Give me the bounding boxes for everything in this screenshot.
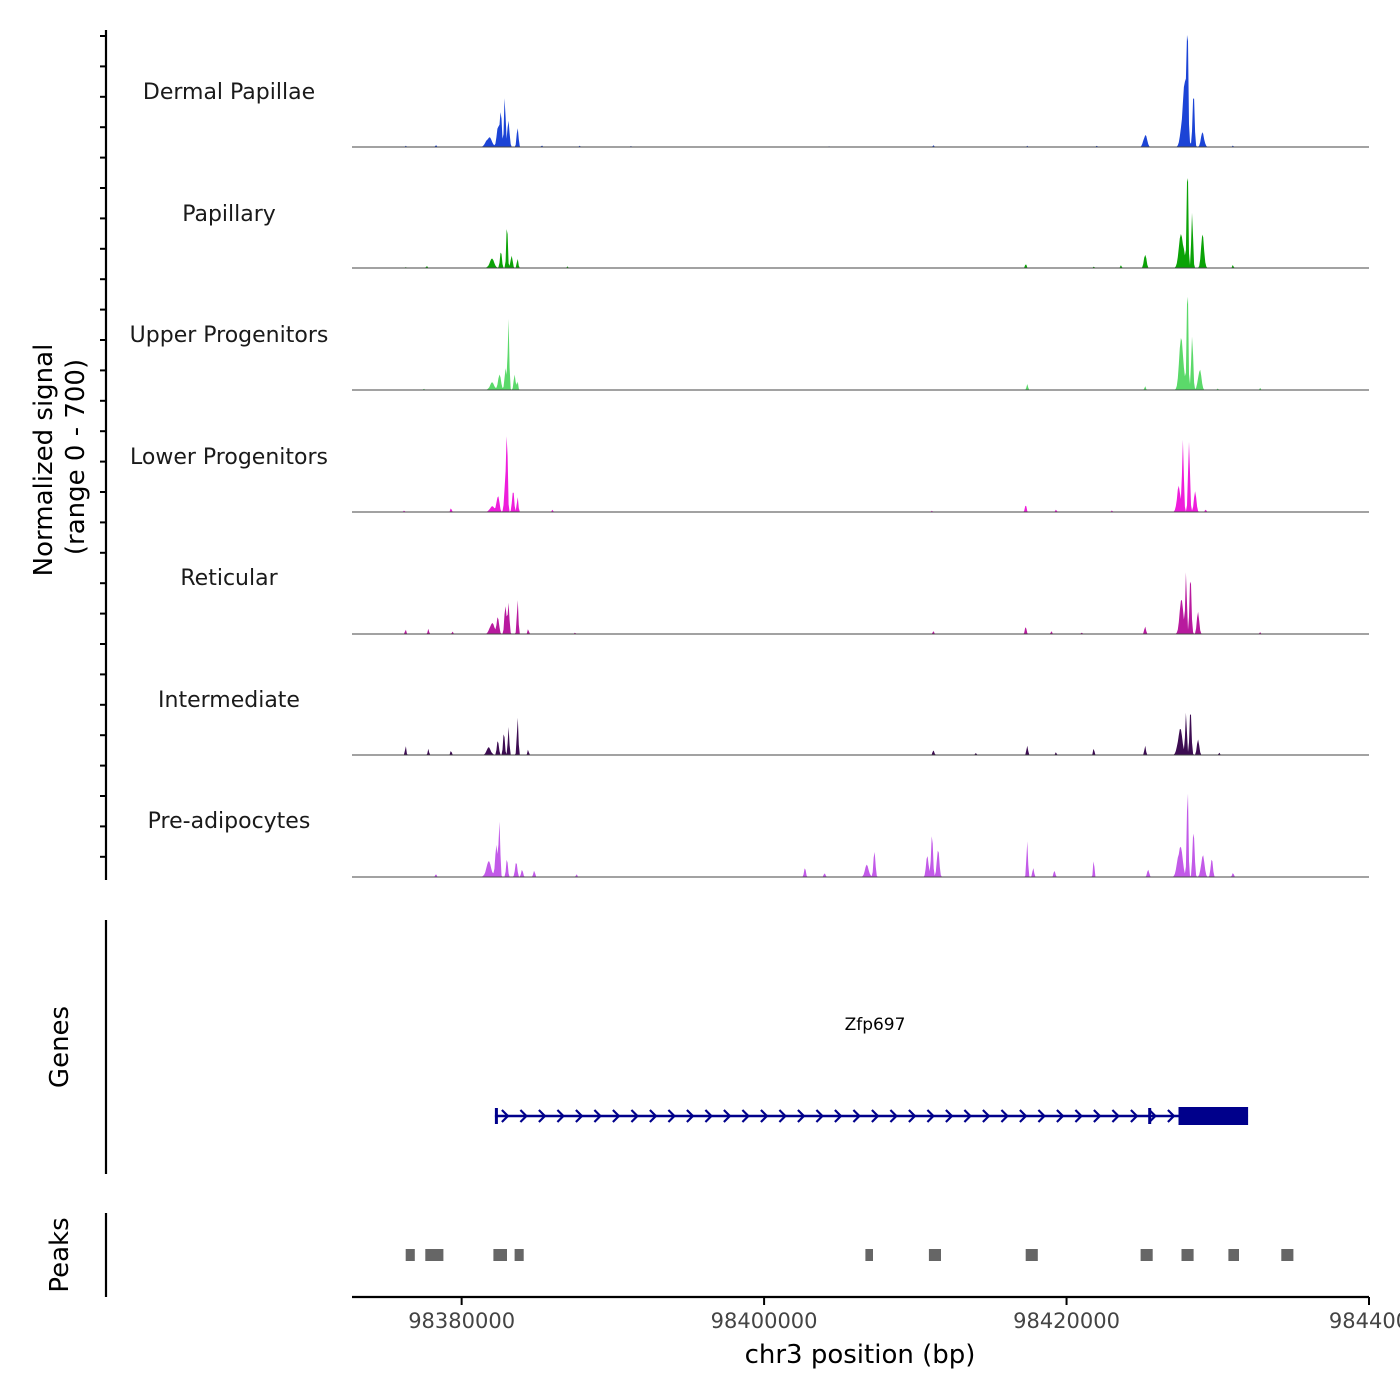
peak-region [405,1249,415,1261]
x-tick-label: 98420000 [1013,1309,1120,1333]
strand-arrow [1074,1109,1083,1123]
peaks-panel-label: Peaks [45,1217,75,1292]
x-axis-label: chr3 position (bp) [745,1340,976,1370]
strand-arrow [1093,1109,1102,1123]
strand-arrow [649,1109,658,1123]
strand-arrow [519,1109,528,1123]
x-tick-label: 984400 [1329,1309,1400,1333]
strand-arrow [1167,1109,1176,1123]
peak-region [1181,1249,1194,1261]
strand-arrow [575,1109,584,1123]
x-tick-label: 98380000 [408,1309,515,1333]
track-label: Intermediate [158,688,300,713]
track-label: Pre-adipocytes [148,809,311,834]
track-label: Papillary [182,202,276,227]
peak-region [1228,1249,1239,1261]
strand-arrow [852,1109,861,1123]
strand-arrow [667,1109,676,1123]
peak-region [928,1249,941,1261]
strand-arrow [612,1109,621,1123]
coverage-area [352,296,1369,390]
strand-arrow [889,1109,898,1123]
track-label: Dermal Papillae [143,80,315,105]
strand-arrow [926,1109,935,1123]
strand-arrow [1056,1109,1065,1123]
peak-region [493,1249,507,1261]
peak-region [1281,1249,1294,1261]
gene-exon [494,1108,498,1124]
strand-arrow [1000,1109,1009,1123]
peak-region [1140,1249,1153,1261]
strand-arrow [704,1109,713,1123]
strand-arrow [778,1109,787,1123]
strand-arrow [741,1109,750,1123]
track-label: Lower Progenitors [130,445,328,470]
track-reticular: Reticular [180,566,1369,635]
gene-strand-arrows [501,1109,1176,1123]
strand-arrow [1130,1109,1139,1123]
strand-arrow [760,1109,769,1123]
track-lower-progenitors: Lower Progenitors [130,436,1369,513]
track-upper-progenitors: Upper Progenitors [130,296,1369,391]
strand-arrow [982,1109,991,1123]
y-axis-label-line1: Normalized signal [29,344,59,577]
gene-track: Zfp697 [494,1015,1249,1125]
strand-arrow [797,1109,806,1123]
strand-arrow [1111,1109,1120,1123]
strand-arrow [593,1109,602,1123]
coverage-tracks: Dermal Papillae Papillary Upper Progenit… [130,35,1369,878]
track-pre-adipocytes: Pre-adipocytes [148,793,1369,878]
peak-region [865,1249,873,1261]
strand-arrow [556,1109,565,1123]
strand-arrow [538,1109,547,1123]
strand-arrow [1019,1109,1028,1123]
coverage-area [352,436,1369,512]
x-axis-ticks: 98380000 98400000 98420000 984400 [408,1297,1400,1333]
track-label: Upper Progenitors [130,323,329,348]
strand-arrow [501,1109,510,1123]
strand-arrow [815,1109,824,1123]
strand-arrow [834,1109,843,1123]
track-intermediate: Intermediate [158,688,1369,756]
gene-exon [1178,1107,1249,1125]
track-dermal-papillae: Dermal Papillae [143,35,1369,148]
gene-label: Zfp697 [845,1015,906,1035]
strand-arrow [1148,1109,1157,1123]
track-papillary: Papillary [182,178,1369,269]
strand-arrow [963,1109,972,1123]
coverage-area [352,35,1369,147]
peak-regions [405,1249,1294,1261]
strand-arrow [908,1109,917,1123]
gene-exons [494,1107,1249,1125]
strand-arrow [871,1109,880,1123]
peak-region [425,1249,444,1261]
coverage-area [352,572,1369,634]
coverage-y-ticks [100,35,106,858]
strand-arrow [1037,1109,1046,1123]
peak-region [1025,1249,1038,1261]
coverage-area [352,793,1369,877]
genes-panel-label: Genes [45,1006,75,1088]
gene-exon [1148,1108,1152,1124]
track-label: Reticular [180,566,278,591]
coverage-area [352,712,1369,755]
x-tick-label: 98400000 [711,1309,818,1333]
strand-arrow [723,1109,732,1123]
strand-arrow [686,1109,695,1123]
peak-region [514,1249,524,1261]
coverage-area [352,178,1369,268]
y-axis-label-line2: (range 0 - 700) [61,359,91,555]
strand-arrow [630,1109,639,1123]
strand-arrow [945,1109,954,1123]
